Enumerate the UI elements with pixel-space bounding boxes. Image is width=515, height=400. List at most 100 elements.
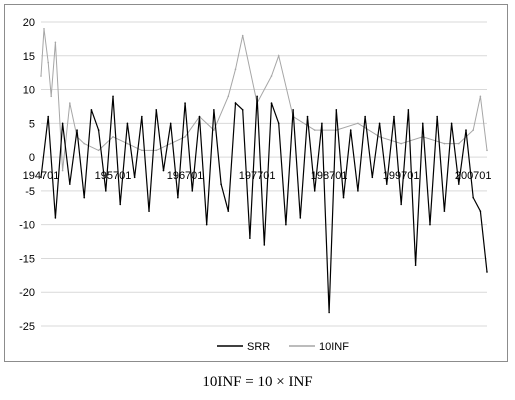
data-point-srr xyxy=(155,109,158,111)
y-tick-label: 15 xyxy=(23,51,35,63)
data-point-srr xyxy=(256,95,258,98)
x-tick-label: 200701 xyxy=(455,170,492,182)
data-point-srr xyxy=(220,183,222,185)
data-point-srr xyxy=(357,190,359,192)
data-point-10inf xyxy=(54,41,57,44)
data-point-srr xyxy=(133,176,136,179)
data-point-10inf xyxy=(69,102,71,104)
data-point-srr xyxy=(479,210,482,212)
data-point-srr xyxy=(249,237,251,239)
legend-label: 10INF xyxy=(319,341,349,353)
data-point-10inf xyxy=(61,169,64,172)
data-point-srr xyxy=(76,129,78,131)
data-point-srr xyxy=(69,183,71,185)
data-point-10inf xyxy=(126,142,129,145)
data-point-srr xyxy=(457,183,460,185)
data-point-srr xyxy=(97,129,100,131)
data-point-10inf xyxy=(83,142,86,145)
data-point-srr xyxy=(371,176,374,179)
data-point-srr xyxy=(47,115,50,118)
data-point-srr xyxy=(184,102,186,104)
y-tick-label: 10 xyxy=(23,85,35,97)
data-point-srr xyxy=(270,102,273,104)
data-point-srr xyxy=(205,223,208,226)
data-point-srr xyxy=(306,115,309,118)
data-point-srr xyxy=(429,223,431,226)
x-tick-label: 198701 xyxy=(311,170,348,182)
data-point-srr xyxy=(292,109,294,111)
data-point-10inf xyxy=(141,149,143,152)
y-tick-label: -20 xyxy=(19,287,35,299)
data-point-10inf xyxy=(486,149,488,152)
data-point-srr xyxy=(364,115,366,118)
data-point-srr xyxy=(213,109,215,111)
data-point-srr xyxy=(393,115,395,118)
data-point-10inf xyxy=(313,129,316,131)
data-point-srr xyxy=(321,122,323,125)
y-tick-label: -10 xyxy=(19,220,35,232)
data-point-srr xyxy=(328,311,330,314)
data-point-10inf xyxy=(241,34,244,37)
x-axis-tick-labels: 194701 195701 196701 197701 198701 199701 2007… xyxy=(23,170,492,182)
data-point-srr xyxy=(299,217,302,219)
data-point-10inf xyxy=(184,136,186,138)
data-point-10inf xyxy=(47,61,50,64)
data-point-srr xyxy=(335,109,338,111)
data-point-srr xyxy=(385,183,388,185)
data-point-srr xyxy=(277,122,280,125)
data-point-srr xyxy=(241,109,244,111)
series-layer xyxy=(40,27,488,314)
data-point-10inf xyxy=(479,95,482,98)
data-point-srr xyxy=(61,122,64,125)
data-point-10inf xyxy=(40,75,42,77)
data-point-srr xyxy=(105,190,107,192)
data-point-srr xyxy=(126,122,129,125)
data-point-srr xyxy=(349,129,352,131)
data-point-10inf xyxy=(457,142,460,145)
line-chart: 20 15 10 5 0 -5 -10 -15 -20 -25 194701 195701 19670… xyxy=(19,17,492,353)
data-point-10inf xyxy=(50,95,53,98)
figure-caption: 10INF = 10 × INF xyxy=(202,374,313,390)
data-point-10inf xyxy=(213,129,215,131)
data-point-srr xyxy=(162,169,165,172)
data-point-10inf xyxy=(43,27,45,30)
data-point-srr xyxy=(450,122,453,125)
data-point-srr xyxy=(407,109,410,111)
data-point-10inf xyxy=(112,136,114,138)
data-point-srr xyxy=(342,196,345,199)
data-point-srr xyxy=(378,122,381,125)
data-point-10inf xyxy=(277,54,280,57)
data-point-srr xyxy=(472,196,474,199)
data-point-10inf xyxy=(378,136,381,138)
data-point-srr xyxy=(227,210,230,212)
data-point-10inf xyxy=(443,142,446,145)
data-point-srr xyxy=(169,122,172,125)
data-point-srr xyxy=(191,190,194,192)
data-point-srr xyxy=(119,203,122,206)
data-point-srr xyxy=(465,129,467,131)
data-point-10inf xyxy=(357,122,359,125)
data-point-srr xyxy=(263,244,266,246)
data-point-srr xyxy=(141,115,143,118)
data-point-10inf xyxy=(97,149,100,152)
data-point-10inf xyxy=(270,75,273,77)
data-point-10inf xyxy=(234,68,237,71)
y-tick-label: 0 xyxy=(29,152,35,164)
data-point-srr xyxy=(90,109,93,111)
x-tick-label: 199701 xyxy=(383,170,420,182)
data-point-srr xyxy=(83,196,86,199)
data-point-10inf xyxy=(155,149,158,152)
chart-frame: 20 15 10 5 0 -5 -10 -15 -20 -25 194701 195701 19670… xyxy=(4,4,508,362)
data-point-srr xyxy=(414,264,417,267)
data-point-srr xyxy=(198,115,201,118)
data-point-srr xyxy=(421,122,424,125)
data-point-srr xyxy=(40,176,42,179)
x-tick-label: 196701 xyxy=(167,170,204,182)
data-point-srr xyxy=(54,217,57,219)
data-point-srr xyxy=(486,271,488,273)
series-line-10inf xyxy=(40,28,488,171)
data-point-srr xyxy=(436,115,438,118)
y-tick-label: -15 xyxy=(19,253,35,265)
y-tick-label: -5 xyxy=(25,186,35,198)
x-tick-label: 195701 xyxy=(95,170,132,182)
